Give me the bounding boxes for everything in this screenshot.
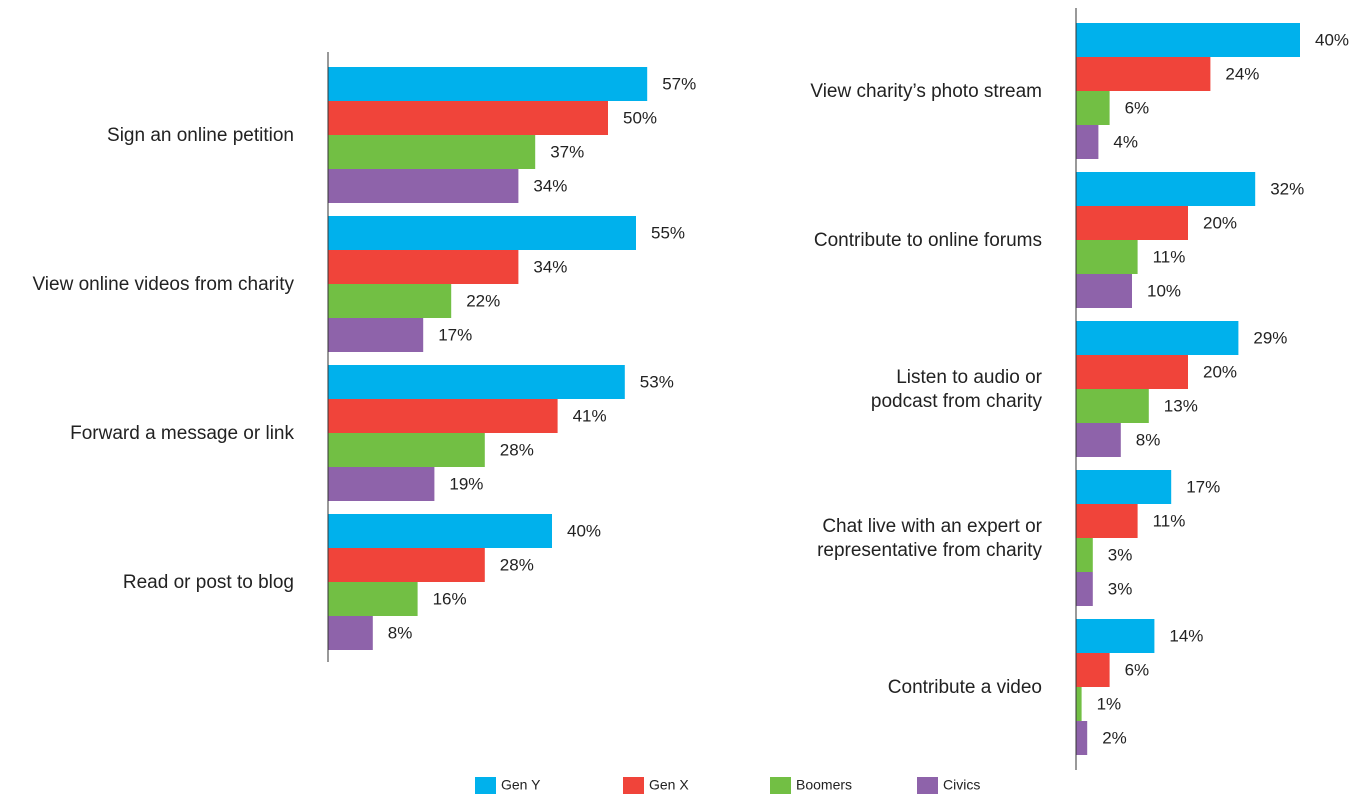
data-label-gen-x-1-2: 20% — [1203, 362, 1237, 381]
data-label-gen-x-1-1: 20% — [1203, 213, 1237, 232]
data-label-boomers-1-4: 1% — [1097, 694, 1122, 713]
data-label-boomers-1-3: 3% — [1108, 545, 1133, 564]
bar-gen-x-1-1 — [1076, 206, 1188, 240]
bar-civics-0-2 — [328, 467, 435, 501]
bar-civics-1-0 — [1076, 125, 1099, 159]
category-label-0-3: Read or post to blog — [123, 572, 294, 593]
bar-civics-1-1 — [1076, 274, 1132, 308]
legend-label-gen-x: Gen X — [649, 777, 689, 793]
data-label-gen-x-1-4: 6% — [1125, 660, 1150, 679]
data-label-gen-y-1-2: 29% — [1253, 328, 1287, 347]
data-label-gen-y-0-3: 40% — [567, 521, 601, 540]
bar-gen-x-0-3 — [328, 548, 485, 582]
data-label-gen-x-1-0: 24% — [1225, 64, 1259, 83]
bar-civics-0-0 — [328, 169, 519, 203]
bar-gen-x-1-3 — [1076, 504, 1138, 538]
data-label-civics-0-0: 34% — [533, 176, 567, 195]
category-label-1-4: Contribute a video — [888, 677, 1042, 698]
data-label-gen-y-1-0: 40% — [1315, 30, 1349, 49]
category-label-1-2-line1: podcast from charity — [871, 391, 1043, 412]
bar-boomers-1-0 — [1076, 91, 1110, 125]
legend-swatch-boomers — [770, 777, 791, 794]
bar-boomers-0-0 — [328, 135, 536, 169]
bar-civics-1-2 — [1076, 423, 1121, 457]
data-label-boomers-0-1: 22% — [466, 291, 500, 310]
legend-label-civics: Civics — [943, 777, 980, 793]
data-label-civics-1-2: 8% — [1136, 430, 1161, 449]
data-label-gen-y-0-0: 57% — [662, 74, 696, 93]
bar-gen-x-0-1 — [328, 250, 519, 284]
data-label-gen-y-1-3: 17% — [1186, 477, 1220, 496]
data-label-boomers-1-0: 6% — [1125, 98, 1150, 117]
bar-gen-y-1-4 — [1076, 619, 1155, 653]
bar-gen-x-1-0 — [1076, 57, 1211, 91]
bar-boomers-0-2 — [328, 433, 485, 467]
bar-gen-y-0-1 — [328, 216, 636, 250]
bar-gen-x-1-2 — [1076, 355, 1188, 389]
category-label-1-1: Contribute to online forums — [814, 230, 1042, 251]
category-label-0-0: Sign an online petition — [107, 125, 294, 146]
data-label-civics-1-4: 2% — [1102, 728, 1127, 747]
bar-gen-y-1-1 — [1076, 172, 1256, 206]
category-label-0-2: Forward a message or link — [70, 423, 294, 444]
data-label-civics-1-1: 10% — [1147, 281, 1181, 300]
legend-swatch-gen-y — [475, 777, 496, 794]
data-label-gen-x-0-3: 28% — [500, 555, 534, 574]
data-label-civics-0-1: 17% — [438, 325, 472, 344]
legend-swatch-gen-x — [623, 777, 644, 794]
category-label-1-3-line1: representative from charity — [817, 540, 1042, 561]
data-label-gen-x-0-2: 41% — [573, 406, 607, 425]
data-label-boomers-0-3: 16% — [433, 589, 467, 608]
bar-boomers-1-2 — [1076, 389, 1149, 423]
bar-gen-y-0-0 — [328, 67, 648, 101]
bar-civics-1-3 — [1076, 572, 1093, 606]
bar-boomers-1-1 — [1076, 240, 1138, 274]
category-label-0-1: View online videos from charity — [32, 274, 294, 295]
data-label-boomers-0-2: 28% — [500, 440, 534, 459]
bar-civics-0-3 — [328, 616, 373, 650]
data-label-gen-y-0-2: 53% — [640, 372, 674, 391]
bar-gen-y-1-0 — [1076, 23, 1300, 57]
bar-gen-x-0-0 — [328, 101, 608, 135]
category-label-1-0: View charity’s photo stream — [810, 81, 1042, 102]
legend-label-gen-y: Gen Y — [501, 777, 541, 793]
data-label-civics-0-2: 19% — [449, 474, 483, 493]
bar-boomers-0-3 — [328, 582, 418, 616]
bar-boomers-1-3 — [1076, 538, 1093, 572]
bar-gen-y-1-3 — [1076, 470, 1172, 504]
category-label-1-2-line0: Listen to audio or — [896, 367, 1042, 388]
data-label-boomers-1-1: 11% — [1153, 247, 1186, 266]
data-label-civics-1-3: 3% — [1108, 579, 1133, 598]
bar-boomers-0-1 — [328, 284, 452, 318]
legend-swatch-civics — [917, 777, 938, 794]
data-label-gen-x-0-1: 34% — [533, 257, 567, 276]
data-label-boomers-0-0: 37% — [550, 142, 584, 161]
bar-civics-0-1 — [328, 318, 424, 352]
bar-gen-x-1-4 — [1076, 653, 1110, 687]
legend-label-boomers: Boomers — [796, 777, 852, 793]
bar-gen-y-0-2 — [328, 365, 625, 399]
bar-gen-x-0-2 — [328, 399, 558, 433]
data-label-gen-y-1-1: 32% — [1270, 179, 1304, 198]
data-label-civics-1-0: 4% — [1113, 132, 1138, 151]
bar-civics-1-4 — [1076, 721, 1088, 755]
data-label-gen-x-1-3: 11% — [1153, 511, 1186, 530]
data-label-gen-y-0-1: 55% — [651, 223, 685, 242]
bar-gen-y-1-2 — [1076, 321, 1239, 355]
bar-boomers-1-4 — [1076, 687, 1082, 721]
data-label-civics-0-3: 8% — [388, 623, 413, 642]
category-label-1-3-line0: Chat live with an expert or — [822, 516, 1042, 537]
data-label-gen-x-0-0: 50% — [623, 108, 657, 127]
data-label-boomers-1-2: 13% — [1164, 396, 1198, 415]
bar-gen-y-0-3 — [328, 514, 552, 548]
data-label-gen-y-1-4: 14% — [1169, 626, 1203, 645]
